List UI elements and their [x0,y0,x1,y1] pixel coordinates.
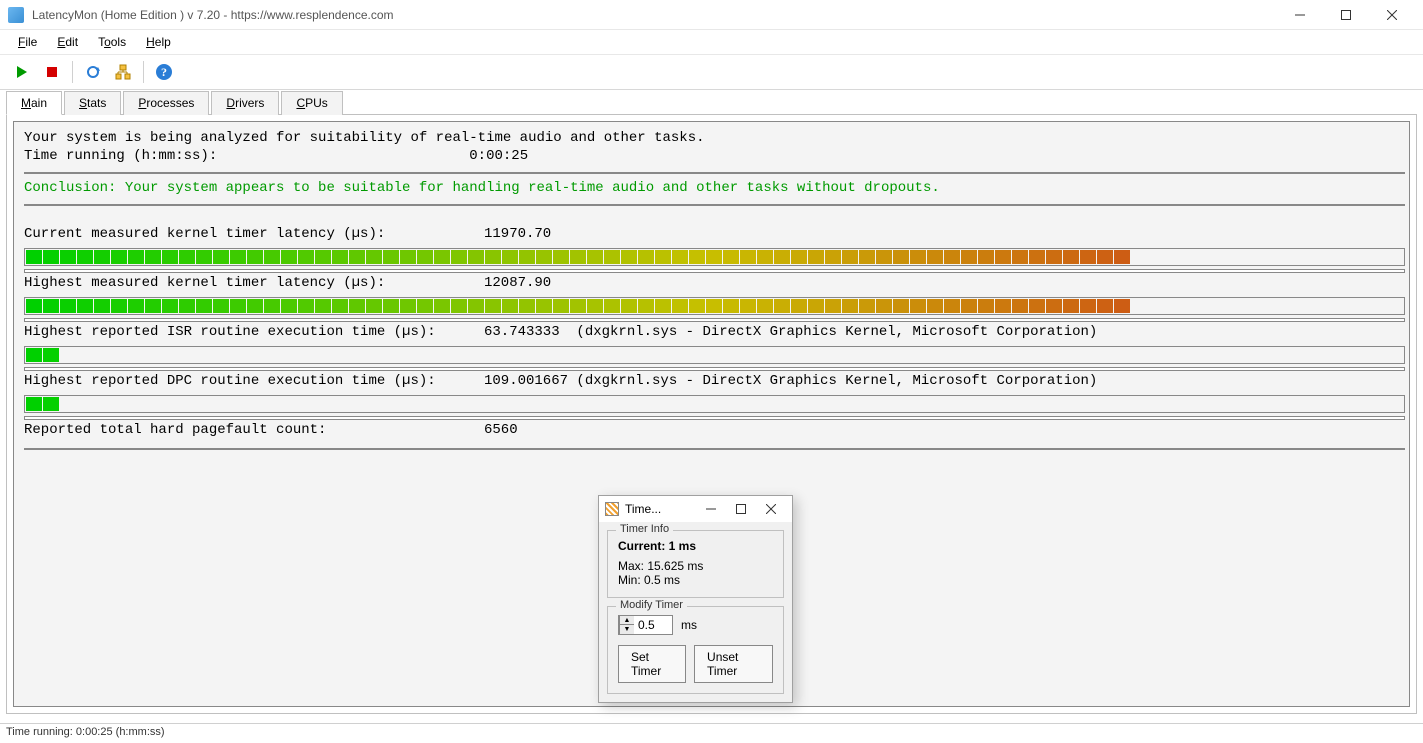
metric-isr-highest: Highest reported ISR routine execution t… [24,324,1405,340]
tab-main[interactable]: Main [6,91,62,115]
metric-value: 11970.70 [484,226,551,242]
close-button[interactable] [1369,0,1415,30]
timer-info-legend: Timer Info [616,523,673,535]
dialog-minimize-button[interactable] [696,496,726,522]
statusbar: Time running: 0:00:25 (h:mm:ss) [0,723,1423,743]
analysis-line: Your system is being analyzed for suitab… [24,130,1405,146]
svg-text:?: ? [161,65,167,79]
divider [24,172,1405,174]
menu-tools[interactable]: Tools [90,32,134,52]
metric-note: (dxgkrnl.sys - DirectX Graphics Kernel, … [568,373,1097,389]
conclusion-line: Conclusion: Your system appears to be su… [24,180,1405,196]
toolbar-separator [72,61,73,83]
modify-timer-legend: Modify Timer [616,599,687,611]
dialog-app-icon [605,502,619,516]
modify-timer-group: Modify Timer ▲ ▼ ms Set Timer Unset Time… [607,606,784,694]
metric-value: 12087.90 [484,275,551,291]
dialog-close-button[interactable] [756,496,786,522]
timer-max: Max: 15.625 ms [618,559,773,573]
metric-value: 6560 [484,422,518,438]
timer-value-input[interactable] [634,616,672,634]
timer-min: Min: 0.5 ms [618,573,773,587]
bar-kernel-timer-highest [24,297,1405,315]
bar-scale [24,416,1405,420]
timer-unit: ms [681,618,697,632]
bar-scale [24,367,1405,371]
metric-kernel-timer-highest: Highest measured kernel timer latency (µ… [24,275,1405,291]
spin-down-button[interactable]: ▼ [620,625,634,634]
menubar: File Edit Tools Help [0,30,1423,55]
timer-info-group: Timer Info Current: 1 ms Max: 15.625 ms … [607,530,784,598]
divider [24,204,1405,206]
play-button[interactable] [8,58,36,86]
spin-up-button[interactable]: ▲ [620,616,634,625]
dialog-title: Time... [625,502,696,516]
timer-dialog: Time... Timer Info Current: 1 ms Max: 15… [598,495,793,703]
metric-note: (dxgkrnl.sys - DirectX Graphics Kernel, … [560,324,1098,340]
set-timer-button[interactable]: Set Timer [618,645,686,683]
time-running-value: 0:00:25 [469,148,528,164]
toolbar: ? [0,55,1423,90]
statusbar-text: Time running: 0:00:25 (h:mm:ss) [6,726,165,738]
time-running-line: Time running (h:mm:ss): 0:00:25 [24,148,1405,164]
bar-isr-highest [24,346,1405,364]
menu-edit[interactable]: Edit [49,32,86,52]
dialog-maximize-button[interactable] [726,496,756,522]
menu-file[interactable]: File [10,32,45,52]
bar-scale [24,318,1405,322]
tab-strip: Main Stats Processes Drivers CPUs [0,90,1423,114]
tab-cpus[interactable]: CPUs [281,91,342,115]
hierarchy-button[interactable] [109,58,137,86]
tab-stats[interactable]: Stats [64,91,121,115]
divider [24,448,1405,450]
tab-processes[interactable]: Processes [123,91,209,115]
window-title: LatencyMon (Home Edition ) v 7.20 - http… [32,8,394,22]
timer-spin[interactable]: ▲ ▼ [618,615,673,635]
menu-help[interactable]: Help [138,32,179,52]
app-icon [8,7,24,23]
bar-kernel-timer-current [24,248,1405,266]
dialog-titlebar[interactable]: Time... [599,496,792,522]
bar-dpc-highest [24,395,1405,413]
metric-kernel-timer-current: Current measured kernel timer latency (µ… [24,226,1405,242]
timer-current: Current: 1 ms [618,539,773,553]
toolbar-separator [143,61,144,83]
maximize-button[interactable] [1323,0,1369,30]
minimize-button[interactable] [1277,0,1323,30]
unset-timer-button[interactable]: Unset Timer [694,645,773,683]
tab-drivers[interactable]: Drivers [211,91,279,115]
metric-pagefault-count: Reported total hard pagefault count: 656… [24,422,1405,438]
bar-scale [24,269,1405,273]
stop-button[interactable] [38,58,66,86]
metric-value: 109.001667 [484,373,568,389]
metric-dpc-highest: Highest reported DPC routine execution t… [24,373,1405,389]
refresh-button[interactable] [79,58,107,86]
metric-value: 63.743333 [484,324,560,340]
help-button[interactable]: ? [150,58,178,86]
titlebar: LatencyMon (Home Edition ) v 7.20 - http… [0,0,1423,30]
